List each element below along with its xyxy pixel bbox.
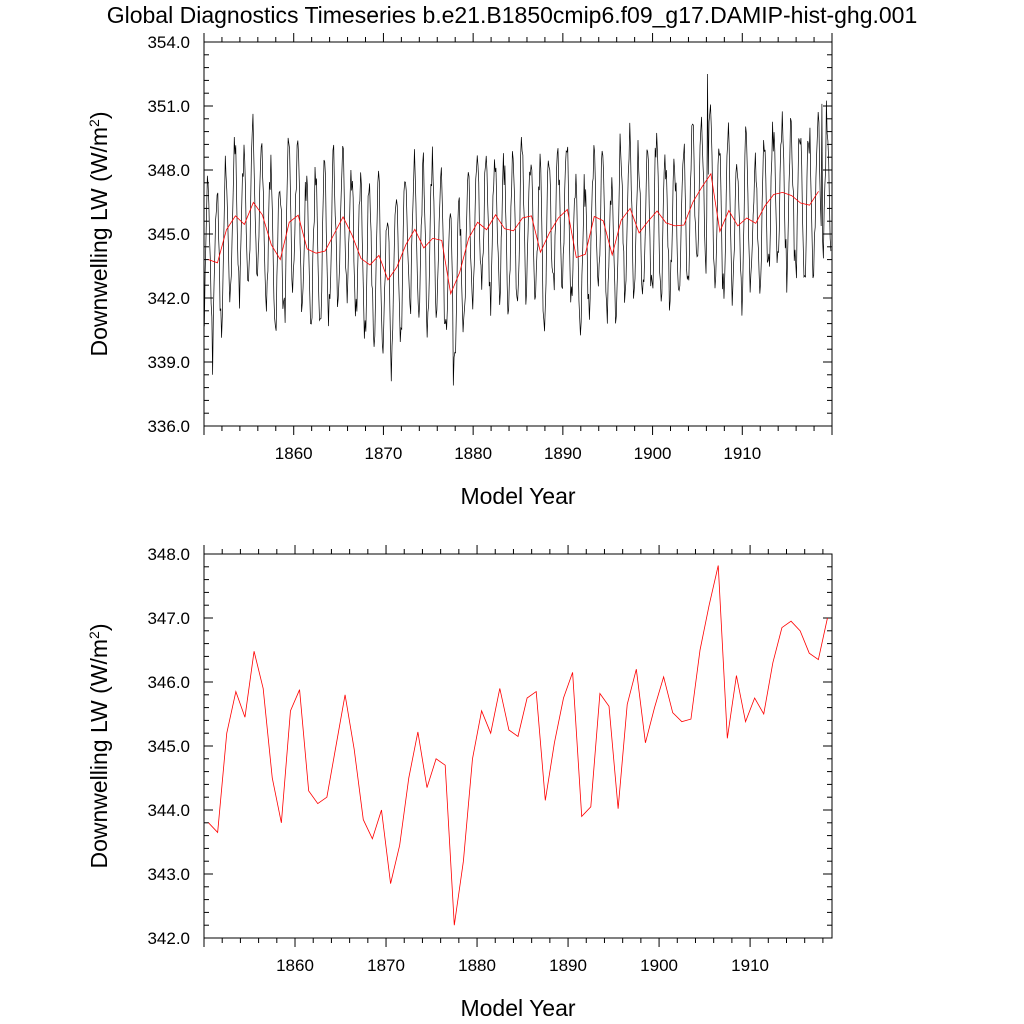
y-tick-label: 348.0 <box>147 161 190 180</box>
y-tick-label: 336.0 <box>147 417 190 436</box>
x-tick-label: 1860 <box>276 956 314 975</box>
y-tick-label: 343.0 <box>147 865 190 884</box>
chart-title: Global Diagnostics Timeseries b.e21.B185… <box>106 2 918 28</box>
top-panel-monthly-annual: 336.0 339.0 342.0 345.0 348.0 351.0 354.0 1860 1… <box>86 33 833 509</box>
y-tick-label: 347.0 <box>147 609 190 628</box>
y-tick-label: 354.0 <box>147 33 190 52</box>
x-tick-label: 1880 <box>454 444 492 463</box>
monthly-series-line <box>204 73 832 386</box>
y-tick-label: 345.0 <box>147 737 190 756</box>
x-tick-label: 1880 <box>458 956 496 975</box>
y-tick-label: 351.0 <box>147 97 190 116</box>
x-tick-label: 1870 <box>365 444 403 463</box>
x-tick-label: 1890 <box>549 956 587 975</box>
y-tick-label: 344.0 <box>147 801 190 820</box>
x-tick-label: 1870 <box>367 956 405 975</box>
x-axis-title: Model Year <box>460 995 575 1021</box>
y-tick-label: 348.0 <box>147 545 190 564</box>
y-axis-title: Downwelling LW (W/m2) <box>86 623 112 868</box>
x-axis-title: Model Year <box>460 483 575 509</box>
x-tick-label: 1910 <box>731 956 769 975</box>
y-tick-label: 346.0 <box>147 673 190 692</box>
y-tick-label: 339.0 <box>147 353 190 372</box>
annual-series-line <box>208 172 819 296</box>
annual-series-line <box>208 565 828 926</box>
plot-frame <box>203 553 833 939</box>
y-tick-label: 345.0 <box>147 225 190 244</box>
y-tick-label: 342.0 <box>147 289 190 308</box>
x-tick-label: 1860 <box>275 444 313 463</box>
y-tick-label: 342.0 <box>147 929 190 948</box>
x-tick-label: 1900 <box>634 444 672 463</box>
x-tick-label: 1900 <box>640 956 678 975</box>
x-tick-label: 1910 <box>723 444 761 463</box>
x-tick-label: 1890 <box>544 444 582 463</box>
bottom-panel-annual: 342.0 343.0 344.0 345.0 346.0 347.0 348.0 1860 1… <box>86 545 833 1021</box>
y-axis-title: Downwelling LW (W/m2) <box>86 111 112 356</box>
plot-frame <box>203 41 833 427</box>
